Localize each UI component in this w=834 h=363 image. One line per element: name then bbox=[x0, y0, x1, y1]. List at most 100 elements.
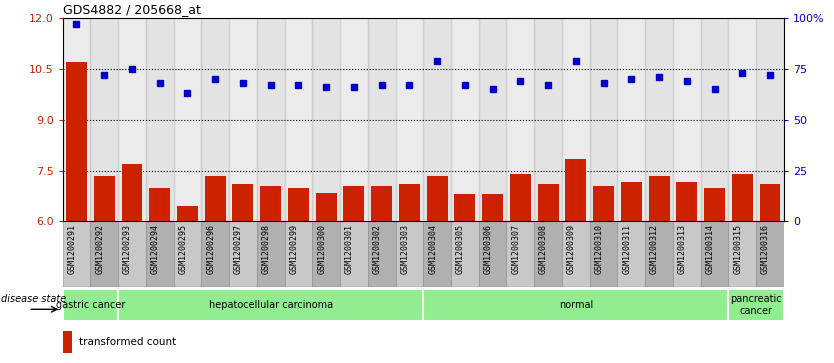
Text: GSM1200314: GSM1200314 bbox=[706, 224, 715, 274]
Bar bbox=[423, 289, 728, 321]
Bar bbox=[257, 221, 284, 287]
Bar bbox=[506, 221, 535, 287]
Bar bbox=[535, 221, 562, 287]
Bar bbox=[593, 186, 614, 221]
Bar bbox=[565, 159, 586, 221]
Bar bbox=[423, 221, 451, 287]
Bar bbox=[590, 221, 617, 287]
Bar bbox=[118, 289, 423, 321]
Text: GSM1200302: GSM1200302 bbox=[373, 224, 382, 274]
Bar bbox=[482, 194, 503, 221]
Text: GSM1200297: GSM1200297 bbox=[234, 224, 243, 274]
Bar bbox=[701, 221, 728, 287]
Bar bbox=[427, 176, 448, 221]
Text: normal: normal bbox=[559, 300, 593, 310]
Bar bbox=[704, 188, 725, 221]
Bar bbox=[649, 176, 670, 221]
Bar bbox=[506, 18, 535, 221]
Bar bbox=[257, 18, 284, 221]
Text: GSM1200313: GSM1200313 bbox=[678, 224, 687, 274]
Text: GSM1200305: GSM1200305 bbox=[456, 224, 465, 274]
Bar bbox=[701, 18, 728, 221]
Bar bbox=[562, 221, 590, 287]
Text: GSM1200309: GSM1200309 bbox=[567, 224, 575, 274]
Text: GSM1200308: GSM1200308 bbox=[539, 224, 548, 274]
Bar bbox=[562, 18, 590, 221]
Bar bbox=[479, 221, 506, 287]
Bar bbox=[621, 183, 641, 221]
Bar bbox=[118, 221, 146, 287]
Bar bbox=[395, 18, 423, 221]
Bar bbox=[63, 289, 118, 321]
Text: pancreatic
cancer: pancreatic cancer bbox=[731, 294, 782, 316]
Text: GSM1200312: GSM1200312 bbox=[650, 224, 659, 274]
Text: GSM1200303: GSM1200303 bbox=[400, 224, 409, 274]
Text: GSM1200316: GSM1200316 bbox=[761, 224, 770, 274]
Bar bbox=[149, 188, 170, 221]
Bar bbox=[423, 18, 451, 221]
Bar bbox=[118, 18, 146, 221]
Bar bbox=[756, 18, 784, 221]
Bar bbox=[201, 221, 229, 287]
Bar bbox=[288, 188, 309, 221]
Text: GSM1200294: GSM1200294 bbox=[151, 224, 159, 274]
Bar bbox=[63, 331, 72, 354]
Bar bbox=[368, 18, 395, 221]
Bar bbox=[284, 18, 312, 221]
Bar bbox=[201, 18, 229, 221]
Bar bbox=[756, 221, 784, 287]
Bar bbox=[316, 193, 337, 221]
Bar bbox=[676, 183, 697, 221]
Text: GDS4882 / 205668_at: GDS4882 / 205668_at bbox=[63, 3, 200, 16]
Bar bbox=[728, 289, 784, 321]
Bar bbox=[535, 18, 562, 221]
Bar bbox=[617, 18, 646, 221]
Bar bbox=[93, 176, 114, 221]
Bar bbox=[146, 18, 173, 221]
Bar bbox=[312, 221, 340, 287]
Text: GSM1200300: GSM1200300 bbox=[317, 224, 326, 274]
Bar bbox=[646, 18, 673, 221]
Bar bbox=[451, 18, 479, 221]
Text: transformed count: transformed count bbox=[78, 337, 176, 347]
Bar bbox=[455, 194, 475, 221]
Bar bbox=[90, 18, 118, 221]
Bar bbox=[510, 174, 530, 221]
Bar bbox=[90, 221, 118, 287]
Text: GSM1200298: GSM1200298 bbox=[262, 224, 271, 274]
Bar bbox=[312, 18, 340, 221]
Bar bbox=[368, 221, 395, 287]
Bar bbox=[173, 221, 201, 287]
Bar bbox=[479, 18, 506, 221]
Text: GSM1200306: GSM1200306 bbox=[484, 224, 493, 274]
Bar bbox=[732, 174, 753, 221]
Bar bbox=[205, 176, 225, 221]
Bar bbox=[63, 18, 90, 221]
Text: GSM1200301: GSM1200301 bbox=[345, 224, 354, 274]
Bar bbox=[233, 184, 254, 221]
Text: GSM1200315: GSM1200315 bbox=[733, 224, 742, 274]
Bar bbox=[340, 221, 368, 287]
Bar bbox=[146, 221, 173, 287]
Bar bbox=[63, 221, 90, 287]
Bar bbox=[399, 184, 420, 221]
Bar bbox=[538, 184, 559, 221]
Text: GSM1200293: GSM1200293 bbox=[123, 224, 132, 274]
Text: GSM1200307: GSM1200307 bbox=[511, 224, 520, 274]
Bar bbox=[344, 186, 364, 221]
Text: GSM1200291: GSM1200291 bbox=[68, 224, 77, 274]
Bar bbox=[66, 62, 87, 221]
Bar bbox=[395, 221, 424, 287]
Bar bbox=[646, 221, 673, 287]
Bar bbox=[260, 186, 281, 221]
Bar bbox=[173, 18, 201, 221]
Text: GSM1200304: GSM1200304 bbox=[428, 224, 437, 274]
Bar bbox=[340, 18, 368, 221]
Bar bbox=[284, 221, 312, 287]
Bar bbox=[673, 221, 701, 287]
Text: GSM1200296: GSM1200296 bbox=[206, 224, 215, 274]
Text: GSM1200311: GSM1200311 bbox=[622, 224, 631, 274]
Bar bbox=[673, 18, 701, 221]
Text: GSM1200299: GSM1200299 bbox=[289, 224, 299, 274]
Text: GSM1200310: GSM1200310 bbox=[595, 224, 604, 274]
